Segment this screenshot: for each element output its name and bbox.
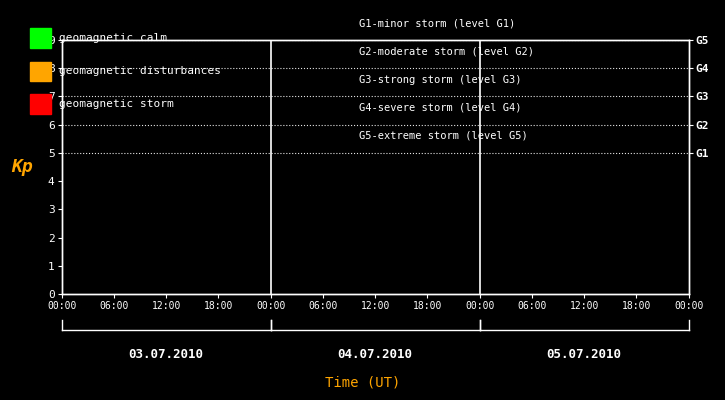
Text: G5-extreme storm (level G5): G5-extreme storm (level G5) [359,131,528,141]
Text: G3-strong storm (level G3): G3-strong storm (level G3) [359,75,521,85]
Text: geomagnetic disturbances: geomagnetic disturbances [59,66,221,76]
Text: geomagnetic calm: geomagnetic calm [59,33,167,43]
Text: Time (UT): Time (UT) [325,375,400,389]
Text: G4-severe storm (level G4): G4-severe storm (level G4) [359,103,521,113]
Text: 03.07.2010: 03.07.2010 [128,348,204,360]
Text: geomagnetic storm: geomagnetic storm [59,99,174,109]
Text: Kp: Kp [11,158,33,176]
Text: G2-moderate storm (level G2): G2-moderate storm (level G2) [359,47,534,57]
Text: 04.07.2010: 04.07.2010 [338,348,413,360]
Text: 05.07.2010: 05.07.2010 [547,348,622,360]
Text: G1-minor storm (level G1): G1-minor storm (level G1) [359,19,515,29]
